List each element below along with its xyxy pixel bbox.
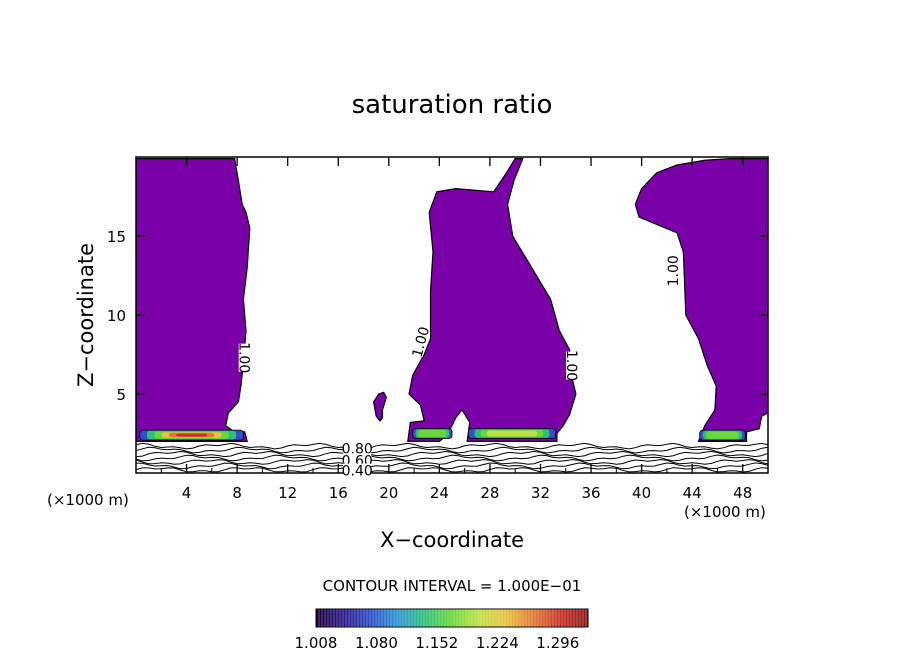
high-saturation-bands bbox=[139, 428, 746, 441]
x-tick-label-48: 48 bbox=[733, 484, 752, 502]
contour-label-bg-7 bbox=[343, 463, 372, 477]
x-tick-label-24: 24 bbox=[430, 484, 449, 502]
contour-label-2: 1.00 bbox=[410, 325, 434, 359]
saturation-band-1-layer-6 bbox=[176, 433, 208, 437]
contour-label-bg-6 bbox=[343, 453, 372, 467]
cloud-regions bbox=[136, 158, 768, 442]
contour-line-6 bbox=[136, 446, 768, 454]
colorbar-hatching bbox=[318, 609, 587, 627]
saturation-band-4-layer-3 bbox=[706, 431, 739, 439]
contour-line-4 bbox=[136, 454, 768, 462]
x-tick-label-32: 32 bbox=[531, 484, 550, 502]
contour-label-bg-1 bbox=[238, 343, 252, 372]
lower-contour-lines bbox=[136, 442, 768, 473]
saturation-band-2-layer-3 bbox=[418, 429, 447, 438]
x-tick-label-20: 20 bbox=[379, 484, 398, 502]
x-tick-label-28: 28 bbox=[480, 484, 499, 502]
saturation-band-3-layer-4 bbox=[486, 430, 538, 437]
x-tick-label-44: 44 bbox=[683, 484, 702, 502]
y-tick-label-5: 5 bbox=[116, 386, 126, 404]
y-tick-label-10: 10 bbox=[107, 307, 126, 325]
x-unit-label-left: (×1000 m) bbox=[47, 491, 129, 509]
contour-label-bg-2 bbox=[410, 326, 430, 357]
contour-label-3: 1.00 bbox=[563, 350, 579, 381]
cloud-region-3 bbox=[634, 158, 768, 442]
contour-label-4: 1.00 bbox=[666, 255, 682, 286]
x-tick-label-36: 36 bbox=[581, 484, 600, 502]
contour-line-5 bbox=[136, 450, 768, 458]
colorbar-tick-label-1.224: 1.224 bbox=[476, 634, 519, 652]
colorbar-tick-label-1.008: 1.008 bbox=[295, 634, 338, 652]
x-tick-label-16: 16 bbox=[329, 484, 348, 502]
y-axis-ticks: 5 10 15 bbox=[107, 228, 768, 404]
x-tick-label-40: 40 bbox=[632, 484, 651, 502]
contour-label-bg-5 bbox=[343, 441, 372, 455]
colorbar-tick-label-1.080: 1.080 bbox=[355, 634, 398, 652]
cloud-region-2 bbox=[407, 158, 577, 442]
chart-title: saturation ratio bbox=[352, 90, 553, 120]
contour-line-2 bbox=[136, 462, 768, 470]
colorbar-gradient bbox=[315, 608, 589, 628]
contour-line-3 bbox=[136, 459, 768, 465]
contour-label-1: 1.00 bbox=[236, 342, 252, 373]
colorbar-tick-label-1.296: 1.296 bbox=[536, 634, 579, 652]
contour-interval-label: CONTOUR INTERVAL = 1.000E−01 bbox=[323, 577, 582, 595]
contour-label-bg-3 bbox=[566, 351, 580, 380]
colorbar-ticks: 1.008 1.080 1.152 1.224 1.296 bbox=[295, 634, 580, 652]
contour-label-bg-4 bbox=[666, 256, 680, 285]
x-axis-label: X−coordinate bbox=[380, 528, 524, 552]
x-tick-label-12: 12 bbox=[278, 484, 297, 502]
contour-label-7: 0.40 bbox=[342, 464, 373, 480]
contour-labels: 1.00 1.001.001.000.800.600.40 bbox=[236, 255, 682, 479]
contour-line-7 bbox=[136, 442, 768, 450]
y-axis-label: Z−coordinate bbox=[74, 243, 98, 387]
x-unit-label-right: (×1000 m) bbox=[684, 503, 766, 521]
x-tick-label-4: 4 bbox=[182, 484, 192, 502]
cloud-region-4 bbox=[372, 391, 387, 422]
colorbar: 1.008 1.080 1.152 1.224 1.296 bbox=[295, 608, 589, 652]
y-tick-label-15: 15 bbox=[107, 228, 126, 246]
colorbar-tick-label-1.152: 1.152 bbox=[415, 634, 458, 652]
x-axis-ticks: 4 8 12 16 20 24 28 32 36 40 44 48 bbox=[160, 157, 752, 502]
x-tick-label-8: 8 bbox=[232, 484, 242, 502]
contour-line-1 bbox=[136, 467, 768, 473]
cloud-region-1 bbox=[136, 158, 251, 442]
